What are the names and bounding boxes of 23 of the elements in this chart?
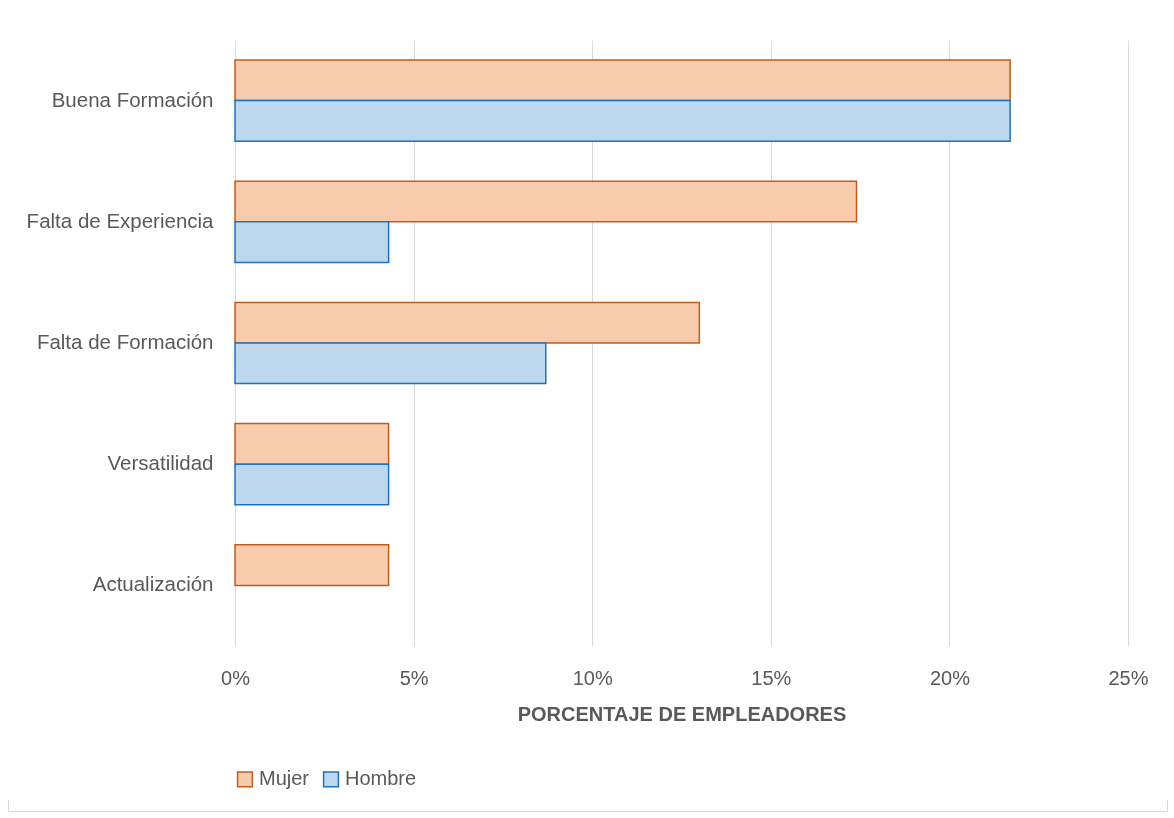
legend-label: Hombre — [345, 767, 417, 790]
bar — [234, 99, 1011, 142]
y-tick-label: Buena Formación — [51, 87, 214, 111]
x-tick-label: 25% — [1108, 666, 1149, 689]
y-tick-label: Falta de Experiencia — [26, 208, 215, 232]
x-axis-title: PORCENTAJE DE EMPLEADORES — [517, 702, 847, 725]
x-tick-label: 0% — [221, 666, 251, 689]
bar — [234, 463, 390, 506]
y-tick-label: Actualización — [92, 572, 214, 596]
x-tick-label: 20% — [929, 666, 971, 689]
bar — [234, 544, 390, 587]
x-tick-label: 10% — [572, 666, 613, 689]
y-tick-label: Falta de Formación — [36, 330, 214, 353]
bar — [234, 221, 390, 264]
y-tick-label: Versatilidad — [107, 451, 214, 475]
x-tick-label: 15% — [751, 666, 792, 689]
bar — [234, 422, 390, 465]
bar — [234, 342, 547, 385]
bar — [234, 59, 1011, 102]
legend-label: Mujer — [259, 767, 310, 790]
x-tick-label: 5% — [399, 666, 429, 689]
bar — [234, 180, 858, 223]
bar — [234, 301, 701, 344]
